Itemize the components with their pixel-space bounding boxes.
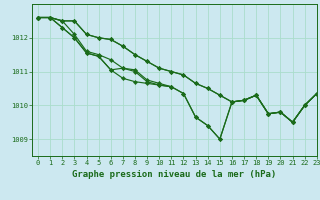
X-axis label: Graphe pression niveau de la mer (hPa): Graphe pression niveau de la mer (hPa) [72, 170, 276, 179]
